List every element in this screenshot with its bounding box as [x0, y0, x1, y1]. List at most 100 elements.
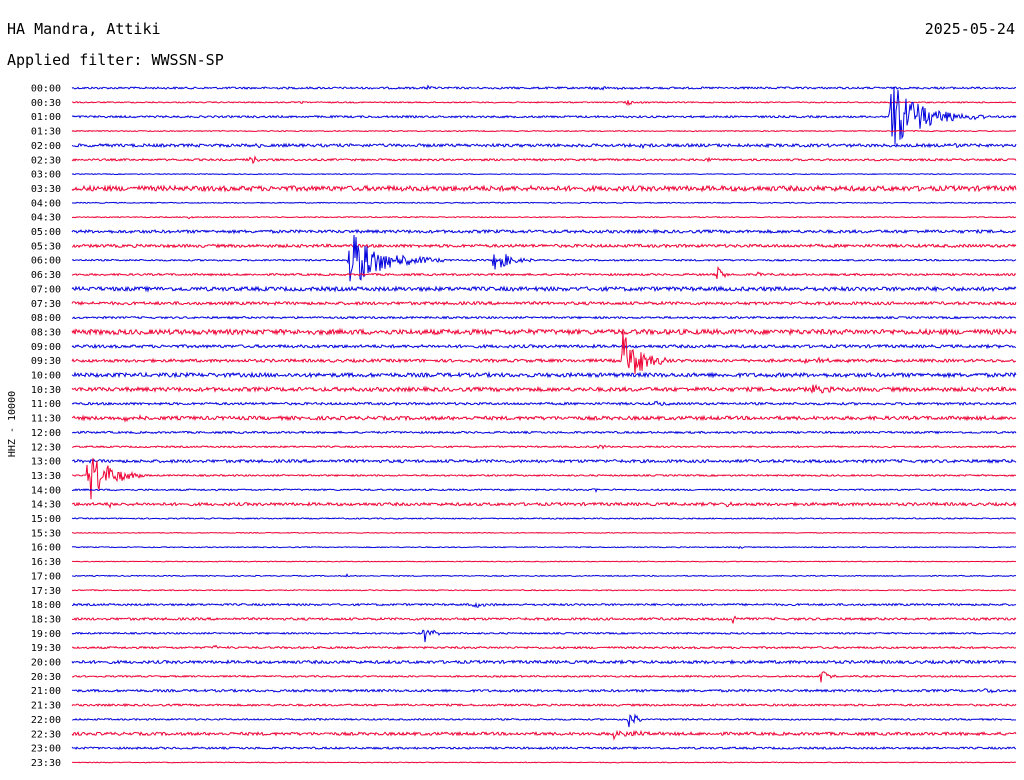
trace-line — [71, 589, 1017, 592]
trace-line — [71, 713, 1017, 728]
trace-line — [71, 285, 1017, 293]
time-label: 09:30 — [31, 356, 61, 367]
time-label: 17:00 — [31, 571, 61, 582]
time-label: 10:30 — [31, 385, 61, 396]
trace-line — [72, 688, 1017, 694]
trace-line — [71, 300, 1017, 306]
trace-line — [71, 184, 1017, 193]
trace-line — [71, 84, 1017, 91]
trace-line — [71, 458, 1017, 500]
trace-line — [71, 315, 1017, 320]
time-label: 06:30 — [31, 270, 61, 281]
trace-line — [71, 746, 1017, 751]
time-label: 05:00 — [31, 227, 61, 238]
trace-line — [71, 615, 1017, 624]
filter-prefix: Applied filter: — [7, 51, 152, 69]
trace-line — [71, 234, 1017, 282]
trace-line — [71, 383, 1017, 394]
time-label: 03:00 — [31, 170, 61, 181]
time-label: 14:00 — [31, 485, 61, 496]
time-label: 19:30 — [31, 643, 61, 654]
time-label: 02:00 — [31, 141, 61, 152]
trace-line — [71, 488, 1017, 494]
time-label: 07:00 — [31, 284, 61, 295]
time-label: 16:30 — [31, 557, 61, 568]
trace-line — [71, 327, 1017, 337]
time-label: 20:30 — [31, 672, 61, 683]
time-label: 22:00 — [31, 715, 61, 726]
trace-line — [71, 629, 1017, 643]
time-label: 21:30 — [31, 701, 61, 712]
time-label: 22:30 — [31, 729, 61, 740]
time-label: 23:30 — [31, 758, 61, 769]
trace-line — [71, 155, 1017, 165]
time-label: 04:30 — [31, 213, 61, 224]
trace-line — [71, 173, 1017, 176]
time-label: 11:00 — [31, 399, 61, 410]
trace-line — [71, 729, 1017, 741]
trace-line — [71, 601, 1017, 608]
trace-line — [71, 517, 1017, 520]
trace-line — [71, 243, 1017, 249]
time-label: 00:30 — [31, 98, 61, 109]
trace-line — [71, 761, 1017, 764]
trace-line — [71, 659, 1017, 665]
time-label: 19:00 — [31, 629, 61, 640]
trace-line — [71, 100, 1017, 106]
time-label: 08:30 — [31, 327, 61, 338]
time-label: 17:30 — [31, 586, 61, 597]
trace-line — [71, 215, 1017, 220]
trace-line — [71, 343, 1017, 350]
time-label: 04:00 — [31, 198, 61, 209]
trace-line — [71, 228, 1017, 235]
time-label: 00:00 — [31, 84, 61, 95]
time-label: 14:30 — [31, 500, 61, 511]
trace-line — [71, 458, 1017, 464]
trace-line — [71, 129, 1017, 133]
time-label: 01:30 — [31, 127, 61, 138]
trace-line — [71, 400, 1017, 407]
trace-line — [71, 703, 1017, 708]
time-label: 15:30 — [31, 528, 61, 539]
time-label: 11:30 — [31, 414, 61, 425]
filter-label: Applied filter: WWSSN-SP — [7, 51, 224, 69]
trace-line — [71, 266, 1017, 279]
trace-line — [71, 201, 1017, 204]
time-label: 06:00 — [31, 256, 61, 267]
time-label: 12:30 — [31, 442, 61, 453]
time-label: 02:30 — [31, 155, 61, 166]
trace-line — [71, 671, 1017, 683]
time-label: 20:00 — [31, 658, 61, 669]
trace-line — [71, 573, 1017, 578]
trace-line — [71, 501, 1017, 509]
trace-line — [71, 545, 1017, 550]
time-label: 07:30 — [31, 299, 61, 310]
date-label: 2025-05-24 — [924, 20, 1015, 38]
time-label: 16:00 — [31, 543, 61, 554]
time-label: 10:00 — [31, 371, 61, 382]
trace-line — [71, 142, 1017, 150]
time-label: 01:00 — [31, 112, 61, 123]
time-label: 13:30 — [31, 471, 61, 482]
trace-line — [71, 644, 1017, 650]
time-label: 03:30 — [31, 184, 61, 195]
trace-line — [71, 444, 1017, 450]
time-label: 12:00 — [31, 428, 61, 439]
time-label: 18:00 — [31, 600, 61, 611]
trace-line — [71, 560, 1017, 563]
trace-line — [71, 371, 1017, 379]
trace-line — [71, 531, 1017, 534]
filter-name: WWSSN-SP — [151, 51, 224, 69]
station-title: HA Mandra, Attiki — [7, 20, 161, 38]
time-label: 21:00 — [31, 686, 61, 697]
time-label: 13:00 — [31, 457, 61, 468]
time-label: 23:00 — [31, 744, 61, 755]
time-label: 05:30 — [31, 241, 61, 252]
time-label: 08:00 — [31, 313, 61, 324]
time-label: 18:30 — [31, 614, 61, 625]
trace-line — [71, 86, 1017, 145]
trace-line — [71, 414, 1017, 423]
trace-line — [71, 430, 1017, 435]
y-axis-label: HHZ - 10000 — [7, 391, 18, 457]
